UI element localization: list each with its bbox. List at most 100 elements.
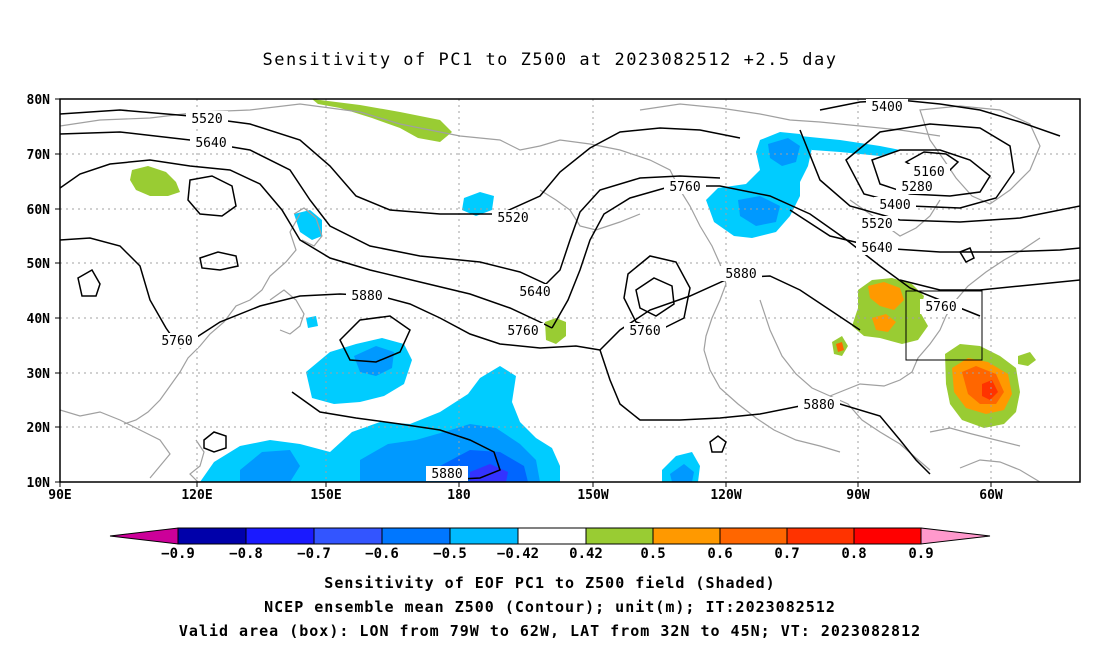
svg-text:5880: 5880 (803, 398, 834, 413)
contour-5640-siberia (187, 175, 237, 217)
footer-line-contour: NCEP ensemble mean Z500 (Contour); unit(… (264, 598, 836, 616)
colorbar-tick-label: 0.9 (908, 546, 933, 562)
colorbar-bin (381, 527, 451, 545)
contour-small-ring2 (709, 435, 727, 453)
svg-text:5520: 5520 (861, 217, 892, 232)
contour-5760-siberia (199, 251, 239, 271)
contour-label: 5520 (186, 111, 228, 127)
coast-southamerica (959, 459, 1041, 482)
lat-tick-label: 70N (27, 148, 51, 163)
coast-alaska-west (539, 189, 641, 231)
colorbar-tick-label: −0.7 (297, 546, 331, 562)
lat-tick-label: 60N (27, 203, 51, 218)
shade-positive-arctic (312, 99, 452, 142)
shade-negative-small (306, 316, 318, 328)
contour-label: 5880 (346, 288, 388, 304)
svg-text:5160: 5160 (913, 165, 944, 180)
coast-japan (269, 289, 305, 335)
contour-5880-pacific (599, 349, 931, 475)
svg-text:5280: 5280 (901, 180, 932, 195)
shade-negative-eastpacific-dark (670, 464, 694, 482)
colorbar-bin (449, 527, 519, 545)
svg-text:5640: 5640 (861, 241, 892, 256)
contour-label: 5880 (720, 266, 762, 282)
colorbar-high-triangle (920, 527, 991, 545)
lon-tick-label: 180 (447, 488, 471, 503)
colorbar-tick-label: −0.6 (365, 546, 399, 562)
footer-line-shaded: Sensitivity of EOF PC1 to Z500 field (Sh… (324, 574, 776, 592)
svg-text:5760: 5760 (161, 334, 192, 349)
shade-negative-westpacific-dark (354, 346, 394, 376)
colorbar-bin (652, 527, 721, 545)
z500-contours (60, 99, 1080, 481)
map-title: Sensitivity of PC1 to Z500 at 2023082512… (262, 50, 838, 70)
colorbar-tick-label: −0.5 (433, 546, 467, 562)
svg-text:5400: 5400 (879, 198, 910, 213)
coast-northamerica-west (703, 349, 841, 453)
lat-tick-label: 20N (27, 421, 51, 436)
svg-text:5880: 5880 (351, 289, 382, 304)
shade-negative-alaska (462, 192, 494, 216)
shade-orange-florida (836, 342, 844, 352)
shade-negative-westpacific (306, 338, 412, 404)
svg-text:5520: 5520 (497, 211, 528, 226)
lon-tick-label: 120E (181, 488, 212, 503)
colorbar-bin (245, 527, 315, 545)
svg-text:5640: 5640 (195, 136, 226, 151)
contour-5640-east (789, 209, 1080, 253)
contour-label: 5880 (798, 397, 840, 413)
contour-label: 5640 (190, 135, 232, 151)
lon-tick-label: 90E (48, 488, 71, 503)
footer-line-valid-area: Valid area (box): LON from 79W to 62W, L… (178, 622, 922, 640)
coast-greenland (919, 105, 1041, 205)
contour-west-arc (60, 237, 181, 349)
colorbar-bin (853, 527, 922, 545)
coast-philippines (189, 439, 205, 482)
contour-label: 5880 (426, 466, 468, 482)
lon-tick-label: 150E (310, 488, 341, 503)
lon-tick-label: 90W (846, 488, 870, 503)
map-frame (59, 98, 1081, 483)
colorbar-tick-label: 0.8 (841, 546, 866, 562)
contour-5880-wp (339, 315, 411, 363)
colorbar-tick-label: 0.7 (774, 546, 799, 562)
svg-text:5760: 5760 (669, 180, 700, 195)
contour-label: 5520 (492, 210, 534, 226)
valid-area-box (905, 290, 983, 361)
contour-5520-north (60, 109, 741, 215)
svg-text:5520: 5520 (191, 112, 222, 127)
shade-negative-greenland-east (800, 136, 900, 156)
coast-caribbean (929, 427, 1021, 447)
contour-label: 5280 (896, 179, 938, 195)
svg-text:5760: 5760 (925, 300, 956, 315)
contour-label: 5760 (156, 333, 198, 349)
contour-label: 5160 (908, 164, 950, 180)
colorbar-tick-label: −0.9 (161, 546, 195, 562)
colorbar-bin (786, 527, 855, 545)
svg-text:5760: 5760 (629, 324, 660, 339)
coast-canada-arctic (639, 103, 941, 137)
shade-negative-greenland-mid (768, 138, 800, 166)
coast-gulf (829, 315, 947, 397)
shade-positive-bermuda (1018, 352, 1036, 366)
contour-label: 5760 (502, 323, 544, 339)
lat-tick-label: 40N (27, 312, 51, 327)
coast-china-south (60, 409, 171, 479)
contour-label: 5640 (514, 284, 556, 300)
coast-asia-north (60, 103, 541, 151)
colorbar-tick-label: 0.6 (707, 546, 732, 562)
shade-red-atlantic (982, 380, 998, 400)
contour-label: 5400 (874, 197, 916, 213)
contour-5760-north (60, 159, 553, 329)
colorbar-low-triangle (109, 527, 179, 545)
contour-5280-low (871, 149, 991, 197)
svg-text:5760: 5760 (507, 324, 538, 339)
colorbar-tick-label: 0.42 (569, 546, 603, 562)
contour-5520-east (799, 129, 1080, 223)
contour-label: 5760 (624, 323, 666, 339)
shade-orange-eastus (868, 282, 904, 310)
shade-positive-northpacific (545, 318, 566, 344)
colorbar-tick-label: 0.5 (640, 546, 665, 562)
lat-tick-label: 10N (27, 476, 51, 491)
shade-negative-greenland-low (738, 196, 780, 226)
